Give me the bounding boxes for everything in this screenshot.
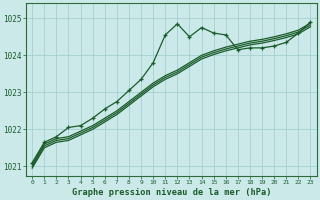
X-axis label: Graphe pression niveau de la mer (hPa): Graphe pression niveau de la mer (hPa) bbox=[72, 188, 271, 197]
